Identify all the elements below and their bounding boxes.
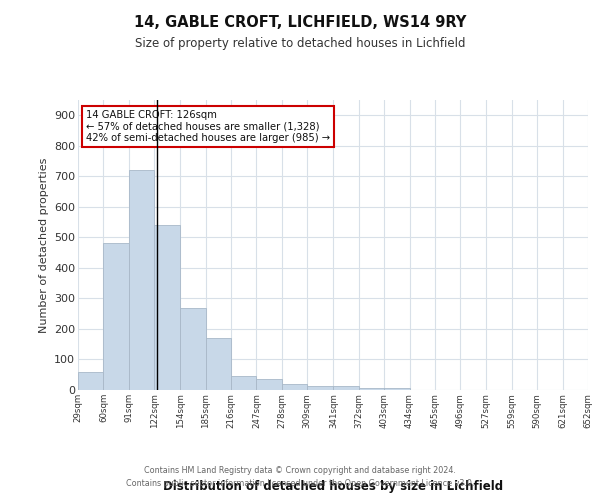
Text: Size of property relative to detached houses in Lichfield: Size of property relative to detached ho… bbox=[135, 38, 465, 51]
Bar bbox=[154, 225, 181, 390]
Bar bbox=[181, 308, 206, 390]
Bar bbox=[103, 244, 129, 390]
Bar bbox=[307, 386, 334, 390]
Y-axis label: Number of detached properties: Number of detached properties bbox=[38, 158, 49, 332]
Bar bbox=[206, 338, 231, 390]
Bar bbox=[282, 384, 307, 390]
Bar bbox=[384, 388, 410, 390]
Bar bbox=[231, 376, 256, 390]
Bar bbox=[256, 380, 282, 390]
Bar bbox=[334, 386, 359, 390]
X-axis label: Distribution of detached houses by size in Lichfield: Distribution of detached houses by size … bbox=[163, 480, 503, 494]
Bar bbox=[359, 388, 384, 390]
Text: 14, GABLE CROFT, LICHFIELD, WS14 9RY: 14, GABLE CROFT, LICHFIELD, WS14 9RY bbox=[134, 15, 466, 30]
Text: 14 GABLE CROFT: 126sqm
← 57% of detached houses are smaller (1,328)
42% of semi-: 14 GABLE CROFT: 126sqm ← 57% of detached… bbox=[86, 110, 330, 144]
Bar bbox=[78, 372, 103, 390]
Bar bbox=[129, 170, 154, 390]
Text: Contains HM Land Registry data © Crown copyright and database right 2024.
Contai: Contains HM Land Registry data © Crown c… bbox=[126, 466, 474, 487]
